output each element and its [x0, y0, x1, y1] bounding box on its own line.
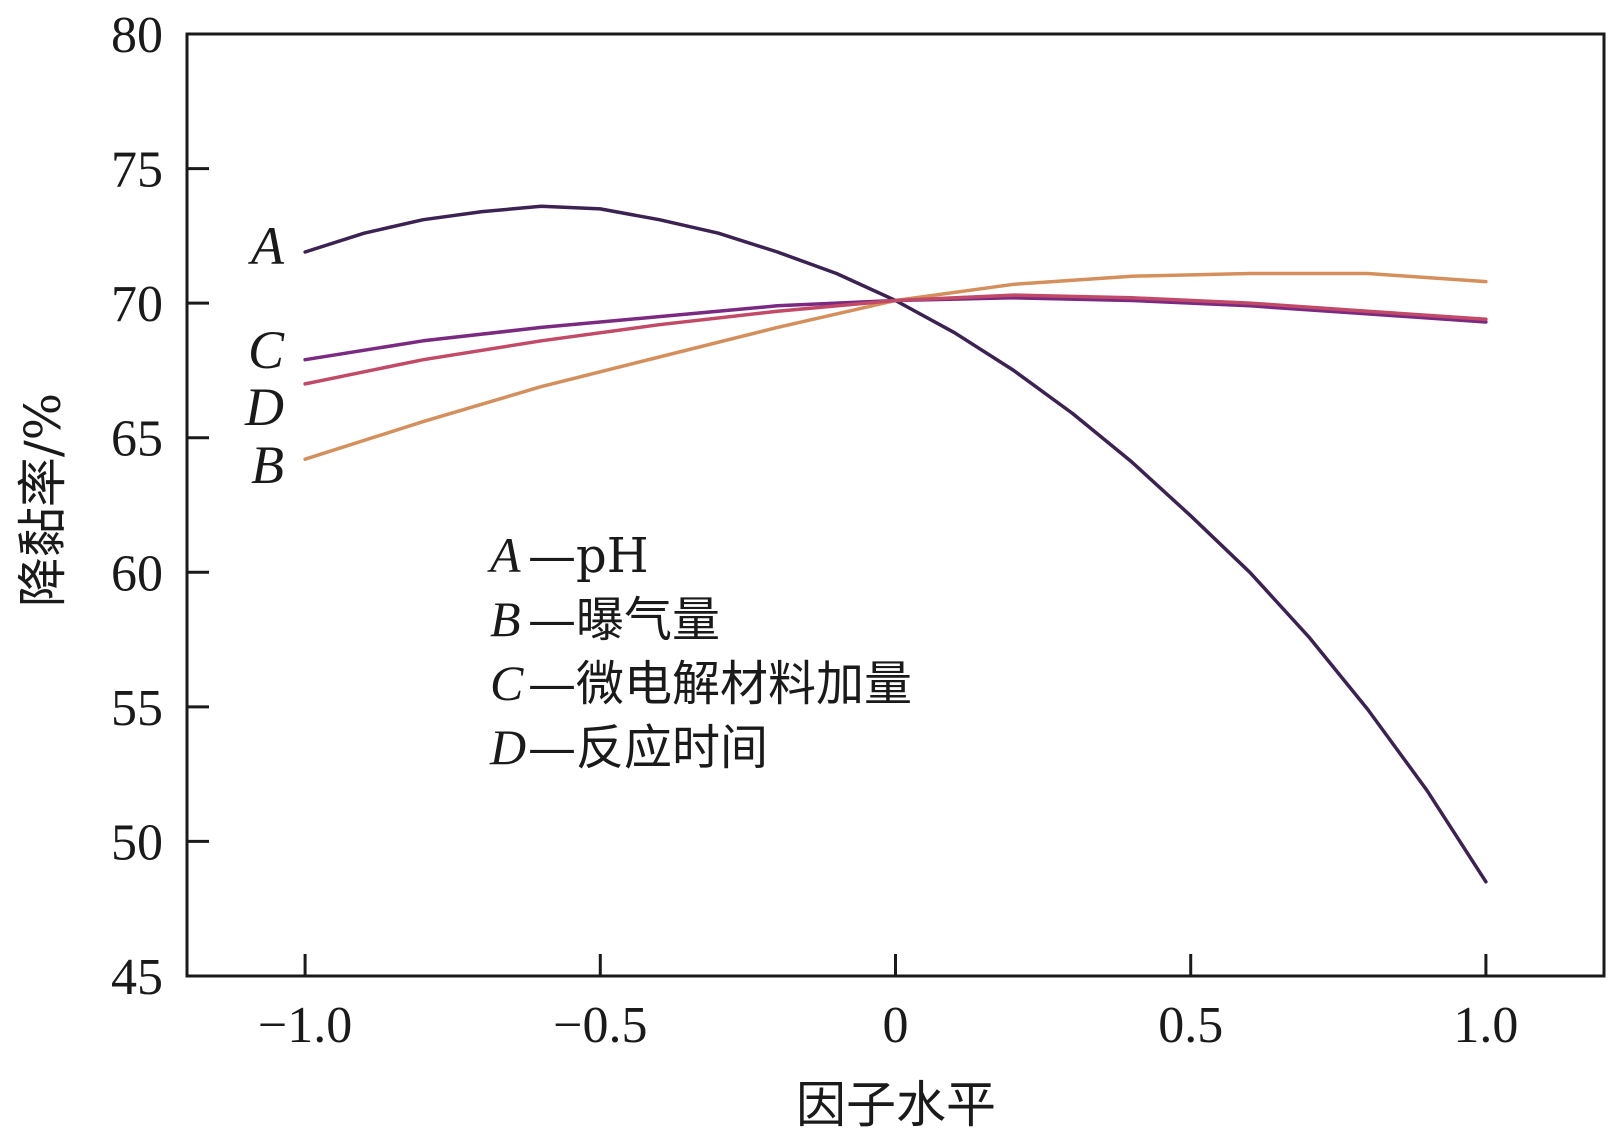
curve-label-c: C — [248, 320, 285, 380]
legend-entry-d: D —反应时间 — [489, 719, 768, 776]
x-tick-label: −1.0 — [258, 997, 352, 1054]
legend-key: D — [489, 719, 526, 775]
y-tick-label: 50 — [111, 814, 163, 871]
legend-key: A — [487, 527, 521, 583]
y-axis-title: 降黏率/% — [14, 393, 72, 607]
curve-label-d: D — [244, 377, 284, 437]
series-line-d — [303, 293, 1488, 386]
y-tick-label: 80 — [111, 7, 163, 64]
legend-entry-b: B —曝气量 — [490, 591, 720, 648]
legend-entry-c: C —微电解材料加量 — [490, 655, 912, 712]
curve-label-a: A — [248, 216, 285, 276]
x-tick-label: −0.5 — [553, 997, 647, 1054]
x-tick-label: 1.0 — [1453, 997, 1518, 1054]
legend-text: —pH — [528, 528, 649, 584]
plot-frame — [185, 32, 1606, 978]
legend-text: —曝气量 — [528, 592, 720, 648]
y-tick-label: 55 — [111, 680, 163, 737]
curve-label-b: B — [251, 435, 284, 495]
y-tick-label: 45 — [111, 949, 163, 1006]
legend-text: —微电解材料加量 — [528, 656, 912, 712]
legend-key: C — [490, 655, 524, 711]
axes: 45 50 55 60 65 70 75 80 −1.0 −0.5 0 0.5 1.0 — [111, 7, 1606, 1054]
legend-entry-a: A —pH — [487, 527, 649, 584]
legend-text: —反应时间 — [528, 720, 768, 776]
y-tick-label: 70 — [111, 276, 163, 333]
series-layer — [303, 204, 1488, 884]
legend-key: B — [490, 591, 521, 647]
y-tick-label: 65 — [111, 411, 163, 468]
x-axis-title: 因子水平 — [796, 1076, 996, 1134]
y-tick-label: 75 — [111, 142, 163, 199]
x-tick-label: 0.5 — [1158, 997, 1223, 1054]
x-tick-label: 0 — [883, 997, 909, 1054]
y-tick-label: 60 — [111, 545, 163, 602]
